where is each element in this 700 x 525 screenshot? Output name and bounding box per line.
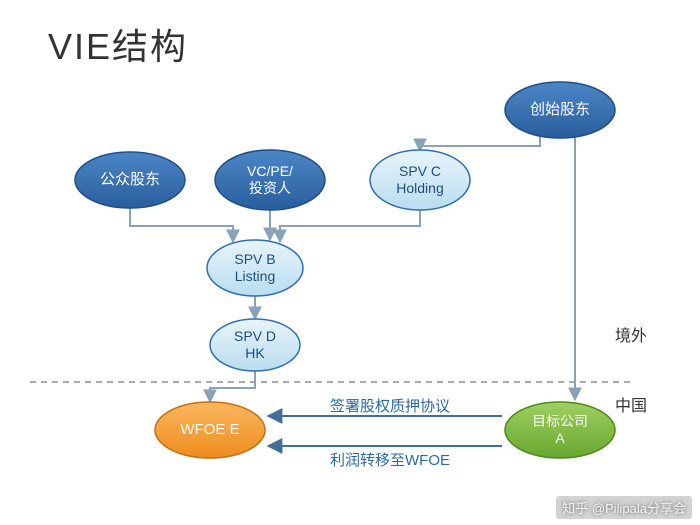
edge-public-spvb <box>130 208 233 242</box>
edge-founder-spvc <box>420 136 540 151</box>
node-vcpe-label: VC/PE/ 投资人 <box>215 150 325 210</box>
edge-spvd-wfoe <box>210 371 255 402</box>
node-target-label: 目标公司 A <box>505 402 615 458</box>
node-public-label: 公众股东 <box>75 152 185 208</box>
edge-spvc-spvb <box>280 210 420 242</box>
arrow-label-profit: 利润转移至WFOE <box>300 449 480 470</box>
arrow-label-pledge: 签署股权质押协议 <box>300 395 480 416</box>
node-spvd-label: SPV D HK <box>210 319 300 371</box>
node-wfoe-label: WFOE E <box>155 402 265 458</box>
node-spvb-label: SPV B Listing <box>207 240 303 296</box>
node-spvc-label: SPV C Holding <box>370 150 470 210</box>
watermark: 知乎 @Pilipala分享会 <box>556 496 692 519</box>
region-label-overseas: 境外 <box>615 322 647 346</box>
page-title: VIE结构 <box>48 18 188 70</box>
region-label-china: 中国 <box>615 392 647 416</box>
node-founder-label: 创始股东 <box>505 82 615 138</box>
